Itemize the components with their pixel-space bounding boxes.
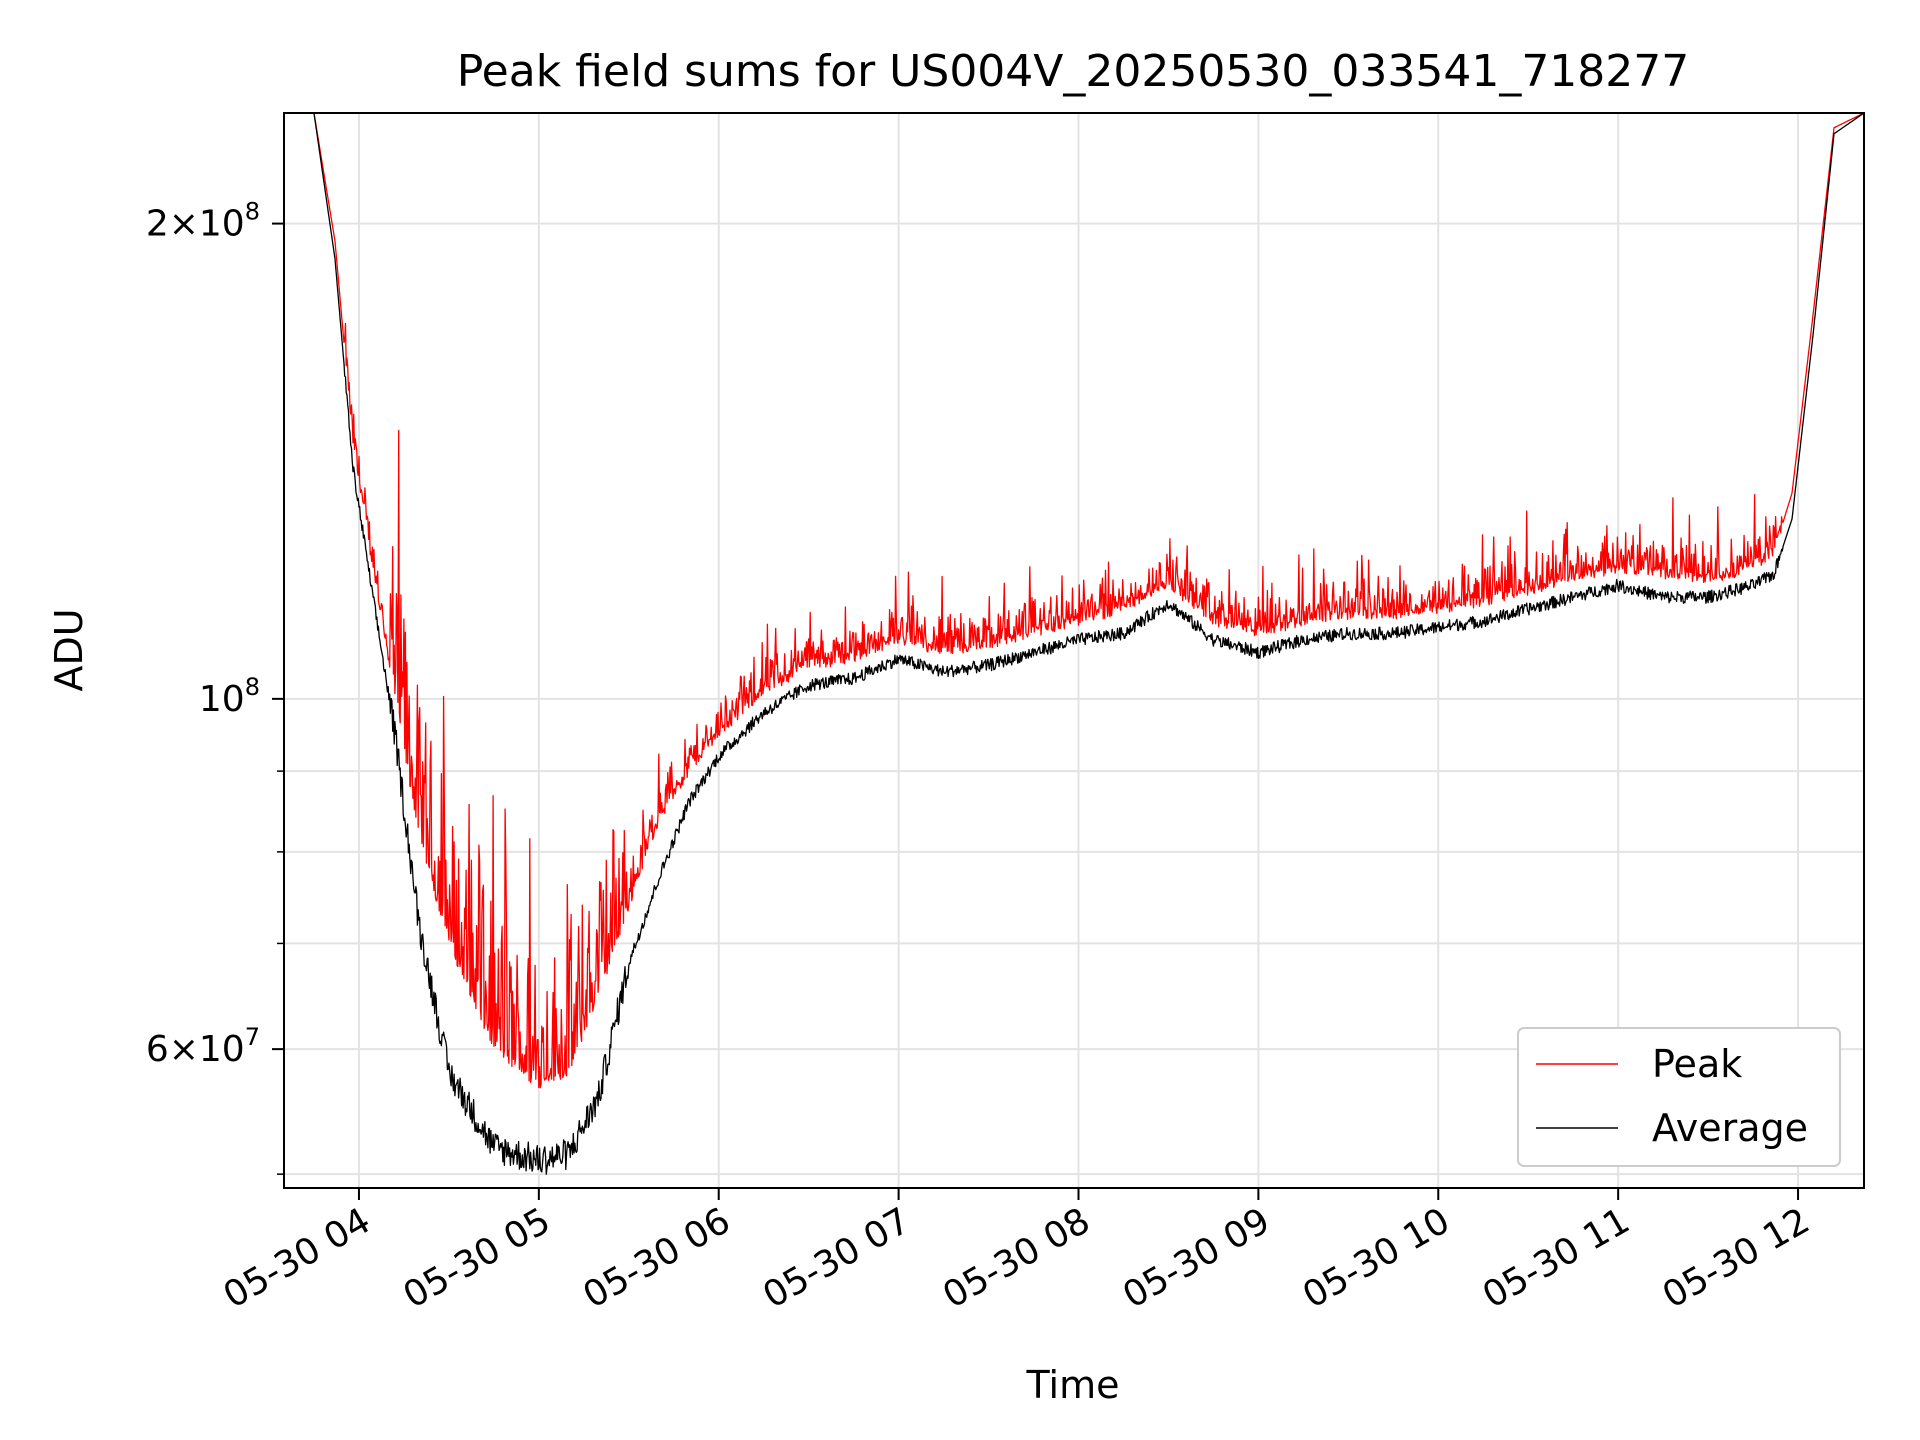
y-tick-base: 10 xyxy=(199,679,245,720)
x-axis-label: Time xyxy=(1026,1363,1120,1407)
chart-title: Peak field sums for US004V_20250530_0335… xyxy=(457,46,1690,97)
y-tick-label: 108 xyxy=(199,673,260,720)
y-tick-exponent: 7 xyxy=(245,1023,260,1051)
series-layer xyxy=(284,112,1865,1175)
series-line-average xyxy=(284,112,1865,1175)
y-tick-exponent: 8 xyxy=(245,198,260,226)
y-axis-label: ADU xyxy=(47,608,91,691)
legend: Peak Average xyxy=(1517,1027,1841,1167)
legend-label-peak: Peak xyxy=(1652,1042,1742,1086)
y-tick-label: 2×108 xyxy=(146,198,260,245)
y-tick-base: 2×10 xyxy=(146,204,245,245)
plot-frame xyxy=(283,112,1865,1189)
legend-label-average: Average xyxy=(1652,1106,1808,1150)
series-line-peak xyxy=(284,112,1865,1089)
legend-box xyxy=(1517,1027,1841,1167)
y-tick-base: 6×10 xyxy=(146,1029,245,1070)
y-tick-label: 6×107 xyxy=(146,1023,260,1070)
y-tick-exponent: 8 xyxy=(245,673,260,701)
